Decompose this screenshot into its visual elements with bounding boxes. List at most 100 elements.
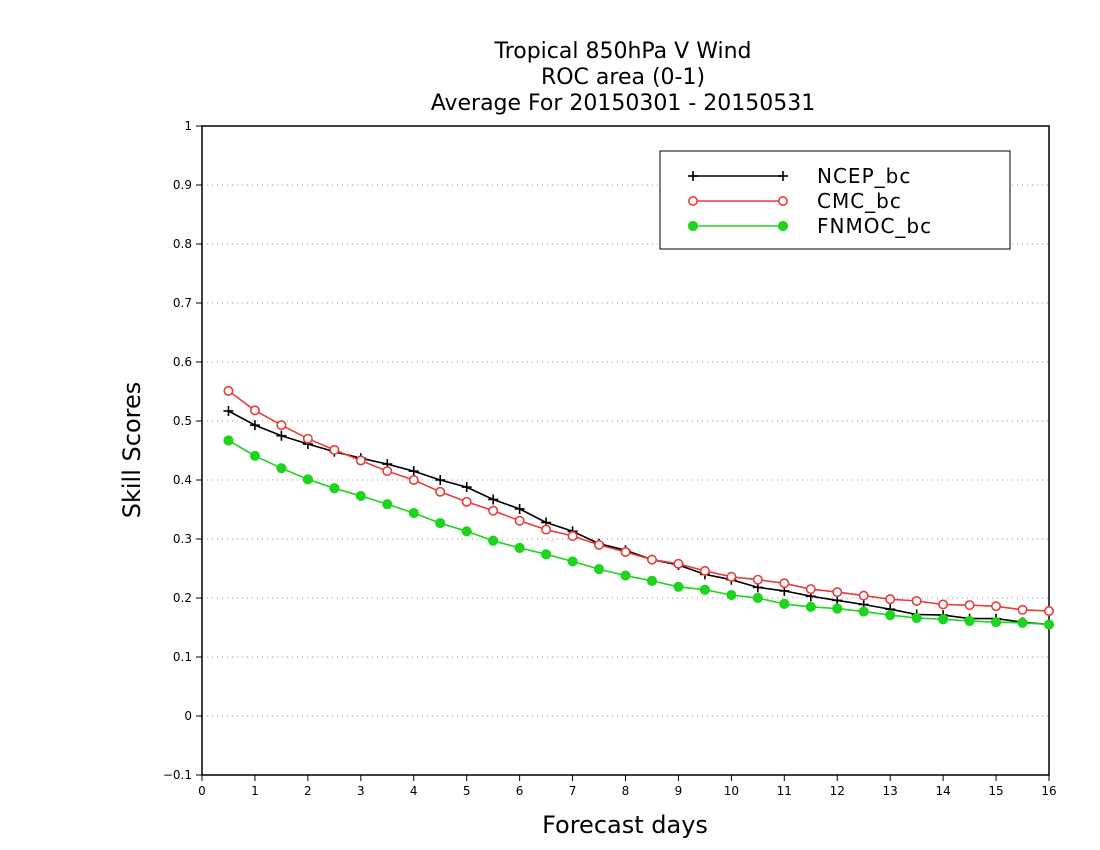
data-point — [223, 385, 234, 396]
legend-marker-end — [777, 196, 788, 207]
data-point — [435, 517, 446, 529]
data-point — [488, 535, 499, 546]
series-line — [228, 439, 1050, 626]
data-point — [911, 612, 922, 624]
data-point — [329, 483, 340, 494]
x-tick-label: 3 — [357, 784, 365, 798]
data-point — [461, 496, 472, 507]
y-tick-label: −0.1 — [163, 768, 192, 782]
data-point — [752, 592, 763, 604]
data-point — [832, 603, 843, 614]
data-point — [302, 474, 313, 485]
data-point — [408, 507, 419, 519]
y-tick-label: 0.4 — [173, 473, 192, 487]
chart-title-line-3: Average For 20150301 - 20150531 — [431, 91, 816, 116]
y-tick-label: 0 — [184, 709, 192, 723]
data-point — [699, 565, 710, 576]
data-point — [964, 615, 975, 627]
x-tick-label: 9 — [675, 784, 683, 798]
data-point — [938, 599, 949, 610]
x-tick-label: 12 — [830, 784, 845, 798]
legend-box — [659, 150, 1011, 250]
data-point — [540, 549, 552, 560]
data-point — [223, 435, 234, 446]
data-point — [673, 581, 684, 592]
y-tick-label: 0.2 — [173, 591, 192, 605]
legend-entry: CMC_bc — [687, 189, 902, 213]
data-point — [408, 466, 419, 477]
data-point — [726, 571, 737, 582]
data-point — [514, 515, 525, 526]
y-axis-title: Skill Scores — [118, 382, 146, 519]
data-point — [276, 420, 287, 431]
data-point — [541, 524, 552, 535]
data-point — [620, 546, 631, 557]
data-point — [858, 590, 869, 601]
x-tick-label: 15 — [988, 784, 1003, 798]
data-point — [911, 595, 922, 606]
y-tick-label: 0.9 — [173, 178, 192, 192]
x-tick-label: 1 — [251, 784, 259, 798]
data-point — [832, 587, 843, 598]
data-point — [249, 405, 260, 416]
data-point — [488, 505, 499, 516]
data-point — [885, 610, 896, 621]
legend-marker-end — [778, 171, 788, 181]
data-point — [1044, 605, 1055, 616]
data-point — [593, 563, 605, 575]
data-point — [699, 584, 711, 595]
y-tick-label: 0.3 — [173, 532, 192, 546]
data-point — [382, 466, 393, 477]
data-point — [991, 601, 1002, 612]
x-tick-label: 8 — [622, 784, 630, 798]
data-point — [1043, 619, 1055, 630]
data-point — [594, 539, 605, 550]
data-point — [567, 556, 578, 567]
data-point — [514, 503, 525, 514]
chart-title-line-1: Tropical 850hPa V Wind — [493, 39, 751, 64]
x-tick-label: 6 — [516, 784, 524, 798]
data-point — [964, 600, 975, 611]
legend-label: CMC_bc — [817, 189, 902, 213]
data-point — [646, 554, 657, 565]
data-point — [885, 594, 896, 605]
legend-entry: NCEP_bc — [688, 164, 911, 188]
y-tick-label: 1 — [184, 119, 192, 133]
data-point — [673, 558, 684, 569]
data-point — [805, 584, 816, 595]
data-point — [567, 531, 578, 542]
data-point — [779, 578, 790, 589]
data-point — [249, 420, 260, 431]
data-point — [408, 474, 419, 485]
legend-label: FNMOC_bc — [817, 214, 932, 238]
x-tick-label: 7 — [569, 784, 577, 798]
data-point — [646, 575, 658, 586]
data-point — [461, 482, 472, 493]
axis-ticks: −0.100.10.20.30.40.50.60.70.80.910 1 2 3 4 5 6… — [163, 119, 1057, 798]
chart-title-line-2: ROC area (0-1) — [541, 65, 705, 90]
legend-marker-end — [777, 220, 789, 232]
y-tick-label: 0.7 — [173, 296, 192, 310]
legend-marker-start — [687, 196, 698, 207]
legend-entry: FNMOC_bc — [687, 214, 932, 238]
legend-label: NCEP_bc — [817, 164, 911, 188]
x-tick-label: 4 — [410, 784, 418, 798]
data-point — [805, 601, 816, 612]
data-point — [249, 450, 261, 461]
x-tick-label: 11 — [777, 784, 792, 798]
data-point — [938, 614, 949, 625]
data-point — [382, 499, 393, 510]
y-tick-label: 0.1 — [173, 650, 192, 664]
x-tick-label: 13 — [883, 784, 898, 798]
data-point — [329, 444, 340, 455]
y-tick-label: 0.6 — [173, 355, 192, 369]
data-point — [990, 617, 1002, 628]
data-point — [858, 606, 869, 617]
data-point — [1017, 617, 1028, 628]
data-point — [276, 463, 287, 474]
data-point — [461, 526, 472, 537]
series-FNMOC_bc — [223, 435, 1055, 630]
